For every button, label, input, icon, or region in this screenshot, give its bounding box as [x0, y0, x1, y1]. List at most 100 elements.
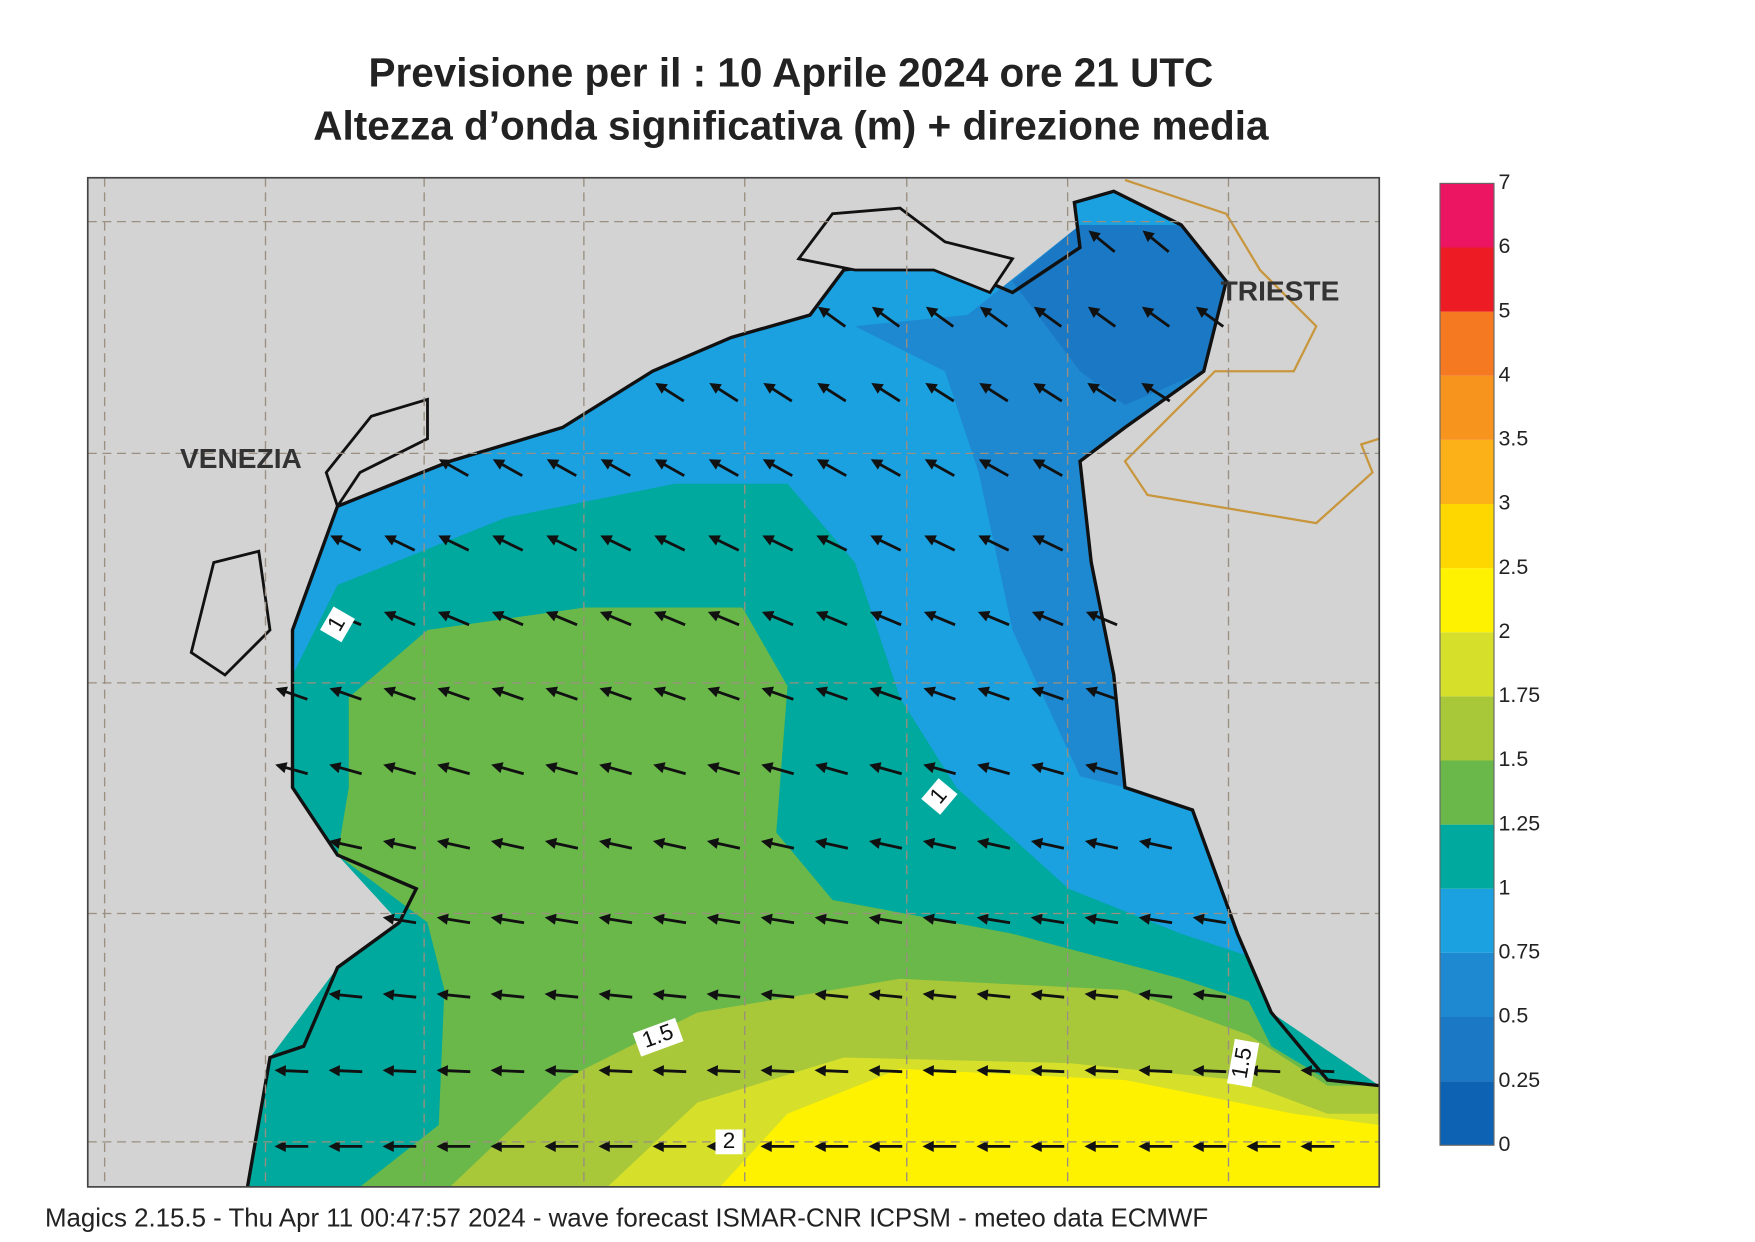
arrow-head	[977, 686, 990, 698]
wave-direction-arrow	[923, 610, 956, 627]
arrow-head	[760, 913, 773, 925]
arrow-head	[976, 989, 989, 1001]
wave-direction-arrow	[491, 610, 524, 627]
arrow-head	[544, 989, 557, 1001]
arrow-head	[598, 1140, 610, 1152]
wave-zone	[1012, 225, 1227, 405]
arrow-head	[814, 1065, 826, 1077]
arrow-head	[383, 610, 397, 622]
wave-direction-arrow	[1192, 989, 1227, 1001]
wave-direction-arrow	[814, 837, 849, 850]
arrow-head	[382, 989, 395, 1001]
arrow-head	[1084, 837, 1098, 849]
wave-direction-arrow	[976, 913, 1011, 925]
arrow-head	[1087, 306, 1101, 318]
arrow-head	[545, 762, 558, 774]
arrow-head	[922, 837, 936, 849]
arrow-head	[976, 1140, 988, 1152]
arrow-head	[652, 1140, 664, 1152]
wave-direction-arrow	[544, 1140, 579, 1152]
wave-direction-arrow	[490, 913, 525, 925]
arrow-head	[383, 762, 396, 774]
wave-direction-arrow	[382, 989, 417, 1001]
arrow-head	[1085, 762, 1098, 774]
colorbar-label: 1.75	[1499, 683, 1541, 707]
wave-direction-arrow	[1138, 989, 1173, 1001]
colorbar-frame	[1439, 182, 1495, 1146]
wave-direction-arrow	[815, 686, 848, 701]
arrow-head	[1141, 382, 1154, 394]
arrow-head	[814, 1140, 826, 1152]
wave-direction-arrow	[868, 1140, 903, 1152]
arrow-head	[814, 837, 828, 849]
arrow-head	[384, 535, 397, 546]
arrow-head	[815, 762, 828, 774]
arrow-head	[922, 989, 935, 1001]
wave-direction-arrow	[275, 762, 309, 776]
wave-direction-arrow	[1195, 306, 1225, 328]
colorbar-box	[1440, 696, 1494, 761]
arrow-head	[979, 306, 993, 318]
wave-direction-arrow	[382, 1065, 417, 1077]
arrow-head	[922, 1065, 934, 1077]
wave-direction-arrow	[977, 610, 1010, 627]
wave-direction-arrow	[1088, 230, 1116, 253]
arrow-head	[1300, 1140, 1312, 1152]
wave-direction-arrow	[869, 610, 902, 627]
wave-direction-arrow	[868, 1065, 903, 1077]
wave-direction-arrow	[655, 382, 685, 403]
arrow-head	[600, 535, 613, 546]
arrow-head	[814, 989, 827, 1001]
wave-direction-arrow	[382, 913, 417, 925]
wave-direction-arrow	[492, 459, 523, 477]
arrow-head	[436, 837, 450, 849]
colorbar-box	[1440, 1017, 1494, 1082]
colorbar-label: 0.25	[1499, 1068, 1541, 1092]
arrow-head	[925, 306, 939, 318]
arrow-head	[1138, 989, 1151, 1001]
arrow-head	[762, 459, 776, 470]
wave-direction-arrow	[979, 306, 1009, 328]
wave-direction-arrow	[1033, 306, 1063, 328]
wave-direction-arrow	[383, 686, 416, 701]
subtitle: Altezza d’onda significativa (m) + direz…	[313, 103, 1269, 149]
wave-direction-arrow	[598, 1065, 633, 1077]
map-area	[87, 177, 1380, 1187]
wave-direction-arrow	[922, 1065, 957, 1077]
arrow-head	[1192, 1065, 1204, 1077]
lagoon-islands	[189, 206, 1015, 677]
arrow-head	[1032, 459, 1046, 470]
arrow-head	[599, 686, 612, 698]
colorbar-box	[1440, 439, 1494, 504]
wave-direction-arrow	[653, 762, 687, 776]
arrow-head	[652, 1065, 664, 1077]
wave-direction-arrow	[868, 913, 903, 925]
arrow-head	[599, 762, 612, 774]
arrow-head	[976, 837, 990, 849]
arrow-head	[868, 1140, 880, 1152]
arrow-head	[1033, 382, 1046, 394]
label-box	[921, 778, 958, 815]
arrow-head	[492, 535, 505, 546]
arrow-head	[977, 610, 991, 622]
wave-direction-arrow	[598, 837, 633, 850]
place-label: TRIESTE	[1221, 275, 1340, 306]
label-box	[320, 606, 355, 643]
arrow-head	[922, 913, 935, 925]
wave-direction-arrow	[870, 535, 902, 552]
wave-direction-arrow	[706, 913, 741, 925]
wave-direction-arrow	[869, 686, 902, 701]
arrow-head	[708, 459, 722, 470]
wave-direction-arrow	[1031, 610, 1064, 627]
wave-direction-arrow	[1084, 1065, 1119, 1077]
colorbar-box	[1440, 504, 1494, 569]
wave-direction-arrow	[544, 837, 579, 850]
wave-direction-arrow	[1085, 610, 1118, 627]
wave-direction-arrow	[1138, 1065, 1173, 1077]
wave-direction-arrow	[599, 762, 633, 776]
arrow-head	[761, 762, 774, 774]
wave-direction-arrow	[978, 459, 1009, 477]
arrow-head	[655, 382, 668, 394]
wave-direction-arrow	[1246, 1140, 1281, 1152]
